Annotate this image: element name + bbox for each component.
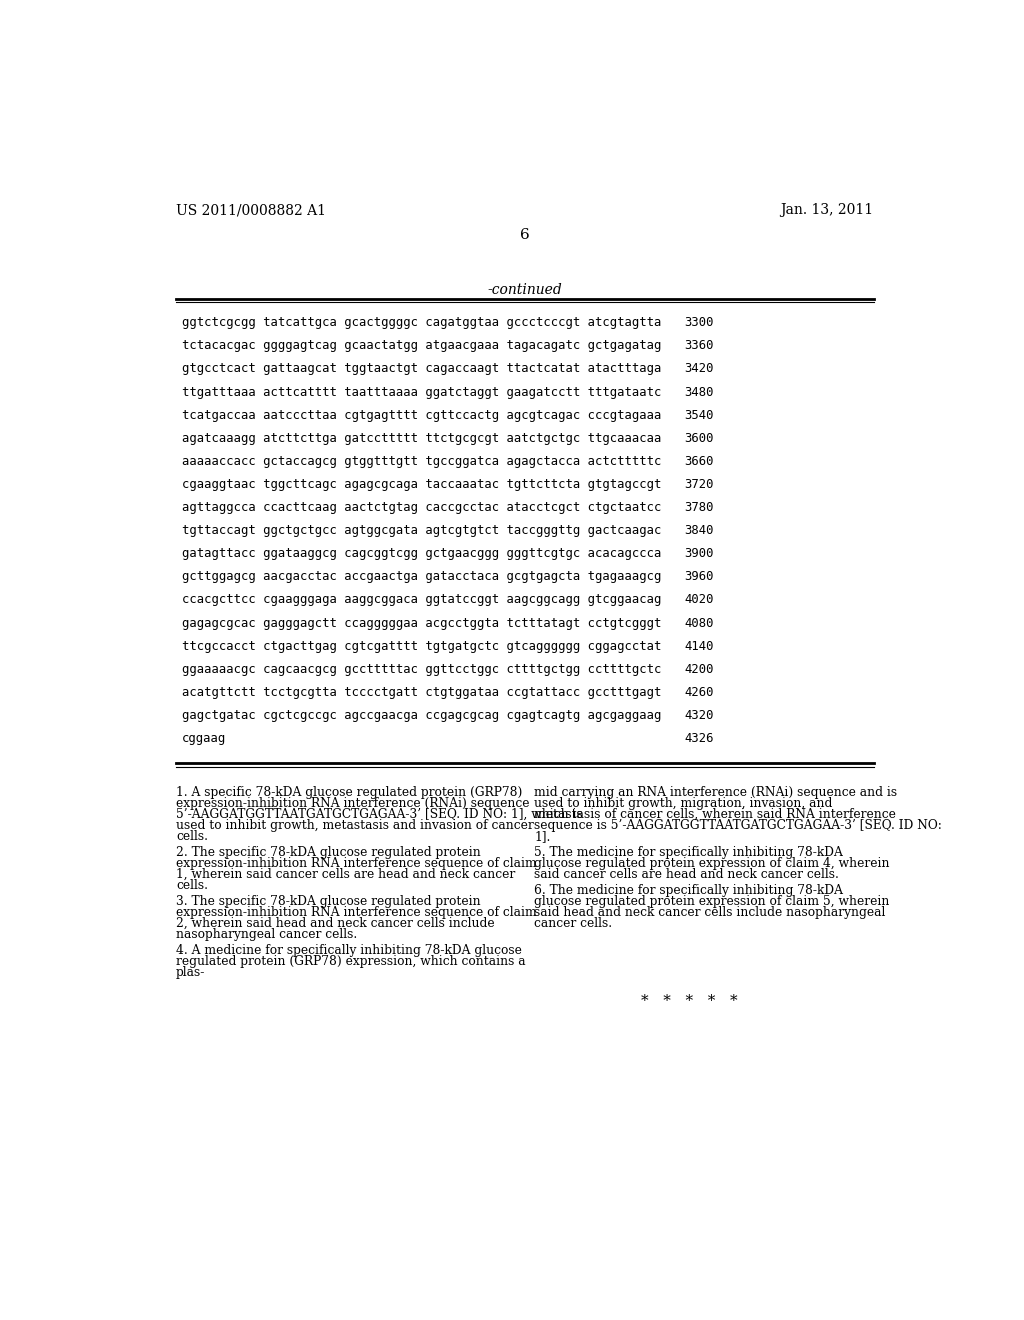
Text: metastasis of cancer cells, wherein said RNA interference: metastasis of cancer cells, wherein said… [535,808,896,821]
Text: said head and neck cancer cells include nasopharyngeal: said head and neck cancer cells include … [535,906,886,919]
Text: sequence is 5’-AAGGATGGTTAATGATGCTGAGAA-3’ [SEQ. ID NO:: sequence is 5’-AAGGATGGTTAATGATGCTGAGAA-… [535,818,942,832]
Text: expression-inhibition RNA interference sequence of claim: expression-inhibition RNA interference s… [176,906,537,919]
Text: used to inhibit growth, metastasis and invasion of cancer: used to inhibit growth, metastasis and i… [176,818,534,832]
Text: 5’-AAGGATGGTTAATGATGCTGAGAA-3’ [SEQ. ID NO: 1], which is: 5’-AAGGATGGTTAATGATGCTGAGAA-3’ [SEQ. ID … [176,808,583,821]
Text: cancer cells.: cancer cells. [535,917,612,931]
Text: 3540: 3540 [684,409,714,421]
Text: 3720: 3720 [684,478,714,491]
Text: 4200: 4200 [684,663,714,676]
Text: 4020: 4020 [684,594,714,606]
Text: 2. The specific 78-kDA glucose regulated protein: 2. The specific 78-kDA glucose regulated… [176,846,481,859]
Text: 3300: 3300 [684,317,714,329]
Text: tgttaccagt ggctgctgcc agtggcgata agtcgtgtct taccgggttg gactcaagac: tgttaccagt ggctgctgcc agtggcgata agtcgtg… [182,524,662,537]
Text: 4260: 4260 [684,686,714,698]
Text: glucose regulated protein expression of claim 5, wherein: glucose regulated protein expression of … [535,895,890,908]
Text: 6: 6 [520,227,529,242]
Text: plas-: plas- [176,966,206,979]
Text: 4. A medicine for specifically inhibiting 78-kDA glucose: 4. A medicine for specifically inhibitin… [176,944,522,957]
Text: 3600: 3600 [684,432,714,445]
Text: gatagttacc ggataaggcg cagcggtcgg gctgaacggg gggttcgtgc acacagccca: gatagttacc ggataaggcg cagcggtcgg gctgaac… [182,548,662,560]
Text: ggaaaaacgc cagcaacgcg gcctttttac ggttcctggc cttttgctgg ccttttgctc: ggaaaaacgc cagcaacgcg gcctttttac ggttcct… [182,663,662,676]
Text: 1. A specific 78-kDA glucose regulated protein (GRP78): 1. A specific 78-kDA glucose regulated p… [176,785,522,799]
Text: 3360: 3360 [684,339,714,352]
Text: gagctgatac cgctcgccgc agccgaacga ccgagcgcag cgagtcagtg agcgaggaag: gagctgatac cgctcgccgc agccgaacga ccgagcg… [182,709,662,722]
Text: mid carrying an RNA interference (RNAi) sequence and is: mid carrying an RNA interference (RNAi) … [535,785,897,799]
Text: US 2011/0008882 A1: US 2011/0008882 A1 [176,203,326,216]
Text: *   *   *   *   *: * * * * * [641,994,737,1008]
Text: gcttggagcg aacgacctac accgaactga gatacctaca gcgtgagcta tgagaaagcg: gcttggagcg aacgacctac accgaactga gatacct… [182,570,662,583]
Text: expression-inhibition RNA interference (RNAi) sequence: expression-inhibition RNA interference (… [176,797,529,810]
Text: used to inhibit growth, migration, invasion, and: used to inhibit growth, migration, invas… [535,797,833,810]
Text: expression-inhibition RNA interference sequence of claim: expression-inhibition RNA interference s… [176,857,537,870]
Text: 1, wherein said cancer cells are head and neck cancer: 1, wherein said cancer cells are head an… [176,867,515,880]
Text: cgaaggtaac tggcttcagc agagcgcaga taccaaatac tgttcttcta gtgtagccgt: cgaaggtaac tggcttcagc agagcgcaga taccaaa… [182,478,662,491]
Text: cells.: cells. [176,879,208,892]
Text: 6. The medicine for specifically inhibiting 78-kDA: 6. The medicine for specifically inhibit… [535,884,843,898]
Text: 3960: 3960 [684,570,714,583]
Text: 3. The specific 78-kDA glucose regulated protein: 3. The specific 78-kDA glucose regulated… [176,895,480,908]
Text: ttcgccacct ctgacttgag cgtcgatttt tgtgatgctc gtcagggggg cggagcctat: ttcgccacct ctgacttgag cgtcgatttt tgtgatg… [182,640,662,652]
Text: gtgcctcact gattaagcat tggtaactgt cagaccaagt ttactcatat atactttaga: gtgcctcact gattaagcat tggtaactgt cagacca… [182,363,662,375]
Text: 2, wherein said head and neck cancer cells include: 2, wherein said head and neck cancer cel… [176,917,495,931]
Text: gagagcgcac gagggagctt ccagggggaa acgcctggta tctttatagt cctgtcgggt: gagagcgcac gagggagctt ccagggggaa acgcctg… [182,616,662,630]
Text: 4080: 4080 [684,616,714,630]
Text: said cancer cells are head and neck cancer cells.: said cancer cells are head and neck canc… [535,867,839,880]
Text: 4326: 4326 [684,733,714,744]
Text: 4320: 4320 [684,709,714,722]
Text: 3900: 3900 [684,548,714,560]
Text: agttaggcca ccacttcaag aactctgtag caccgcctac atacctcgct ctgctaatcc: agttaggcca ccacttcaag aactctgtag caccgcc… [182,502,662,513]
Text: cggaag: cggaag [182,733,226,744]
Text: tcatgaccaa aatcccttaa cgtgagtttt cgttccactg agcgtcagac cccgtagaaa: tcatgaccaa aatcccttaa cgtgagtttt cgttcca… [182,409,662,421]
Text: 3480: 3480 [684,385,714,399]
Text: 3780: 3780 [684,502,714,513]
Text: -continued: -continued [487,284,562,297]
Text: tctacacgac ggggagtcag gcaactatgg atgaacgaaa tagacagatc gctgagatag: tctacacgac ggggagtcag gcaactatgg atgaacg… [182,339,662,352]
Text: 5. The medicine for specifically inhibiting 78-kDA: 5. The medicine for specifically inhibit… [535,846,843,859]
Text: agatcaaagg atcttcttga gatccttttt ttctgcgcgt aatctgctgc ttgcaaacaa: agatcaaagg atcttcttga gatccttttt ttctgcg… [182,432,662,445]
Text: Jan. 13, 2011: Jan. 13, 2011 [780,203,873,216]
Text: nasopharyngeal cancer cells.: nasopharyngeal cancer cells. [176,928,357,941]
Text: glucose regulated protein expression of claim 4, wherein: glucose regulated protein expression of … [535,857,890,870]
Text: 3660: 3660 [684,455,714,467]
Text: aaaaaccacc gctaccagcg gtggtttgtt tgccggatca agagctacca actctttttc: aaaaaccacc gctaccagcg gtggtttgtt tgccgga… [182,455,662,467]
Text: acatgttctt tcctgcgtta tcccctgatt ctgtggataa ccgtattacc gcctttgagt: acatgttctt tcctgcgtta tcccctgatt ctgtgga… [182,686,662,698]
Text: 3420: 3420 [684,363,714,375]
Text: regulated protein (GRP78) expression, which contains a: regulated protein (GRP78) expression, wh… [176,956,525,968]
Text: 3840: 3840 [684,524,714,537]
Text: ggtctcgcgg tatcattgca gcactggggc cagatggtaa gccctcccgt atcgtagtta: ggtctcgcgg tatcattgca gcactggggc cagatgg… [182,317,662,329]
Text: ttgatttaaa acttcatttt taatttaaaa ggatctaggt gaagatcctt tttgataatc: ttgatttaaa acttcatttt taatttaaaa ggatcta… [182,385,662,399]
Text: ccacgcttcc cgaagggaga aaggcggaca ggtatccggt aagcggcagg gtcggaacag: ccacgcttcc cgaagggaga aaggcggaca ggtatcc… [182,594,662,606]
Text: 1].: 1]. [535,830,551,842]
Text: 4140: 4140 [684,640,714,652]
Text: cells.: cells. [176,830,208,842]
